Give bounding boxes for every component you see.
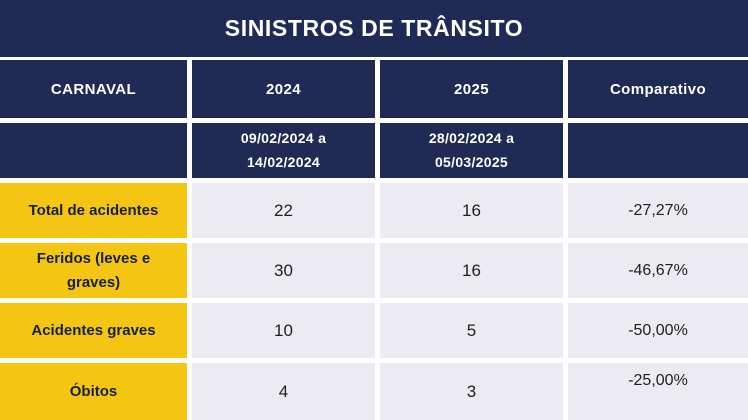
row-label-acidentes-graves: Acidentes graves	[0, 303, 187, 358]
row-label-feridos: Feridos (leves e graves)	[0, 243, 187, 298]
period-2024-text: 09/02/2024 a 14/02/2024	[241, 127, 326, 173]
comparativo-cell-obitos: -25,00%	[568, 363, 748, 420]
value-cell-obitos-2025: 3	[380, 363, 563, 420]
period-2024-line2: 14/02/2024	[246, 153, 321, 170]
period-cell-2025: 28/02/2024 a 05/03/2025	[380, 123, 563, 178]
comparativo-cell-feridos: -46,67%	[568, 243, 748, 298]
header-cell-2025: 2025	[380, 60, 563, 118]
value-cell-feridos-2025: 16	[380, 243, 563, 298]
period-cell-empty-right	[568, 123, 748, 178]
value-cell-obitos-2024: 4	[192, 363, 375, 420]
header-cell-carnaval: CARNAVAL	[0, 60, 187, 118]
value-cell-graves-2025: 5	[380, 303, 563, 358]
title-bar: SINISTROS DE TRÂNSITO	[0, 0, 748, 57]
period-2025-line2: 05/03/2025	[434, 153, 509, 170]
comparativo-cell-graves: -50,00%	[568, 303, 748, 358]
value-cell-feridos-2024: 30	[192, 243, 375, 298]
header-cell-2024: 2024	[192, 60, 375, 118]
value-cell-total-2025: 16	[380, 183, 563, 238]
row-label-obitos: Óbitos	[0, 363, 187, 420]
period-cell-empty-left	[0, 123, 187, 178]
header-cell-comparativo: Comparativo	[568, 60, 748, 118]
value-cell-graves-2024: 10	[192, 303, 375, 358]
value-cell-total-2024: 22	[192, 183, 375, 238]
period-cell-2024: 09/02/2024 a 14/02/2024	[192, 123, 375, 178]
row-label-total-acidentes: Total de acidentes	[0, 183, 187, 238]
comparison-table: CARNAVAL 2024 2025 Comparativo 09/02/202…	[0, 60, 748, 420]
period-2025-line1: 28/02/2024 a	[428, 130, 515, 147]
comparativo-cell-total: -27,27%	[568, 183, 748, 238]
period-2024-line1: 09/02/2024 a	[240, 130, 327, 147]
period-2025-text: 28/02/2024 a 05/03/2025	[429, 127, 514, 173]
page-title: SINISTROS DE TRÂNSITO	[224, 15, 524, 41]
